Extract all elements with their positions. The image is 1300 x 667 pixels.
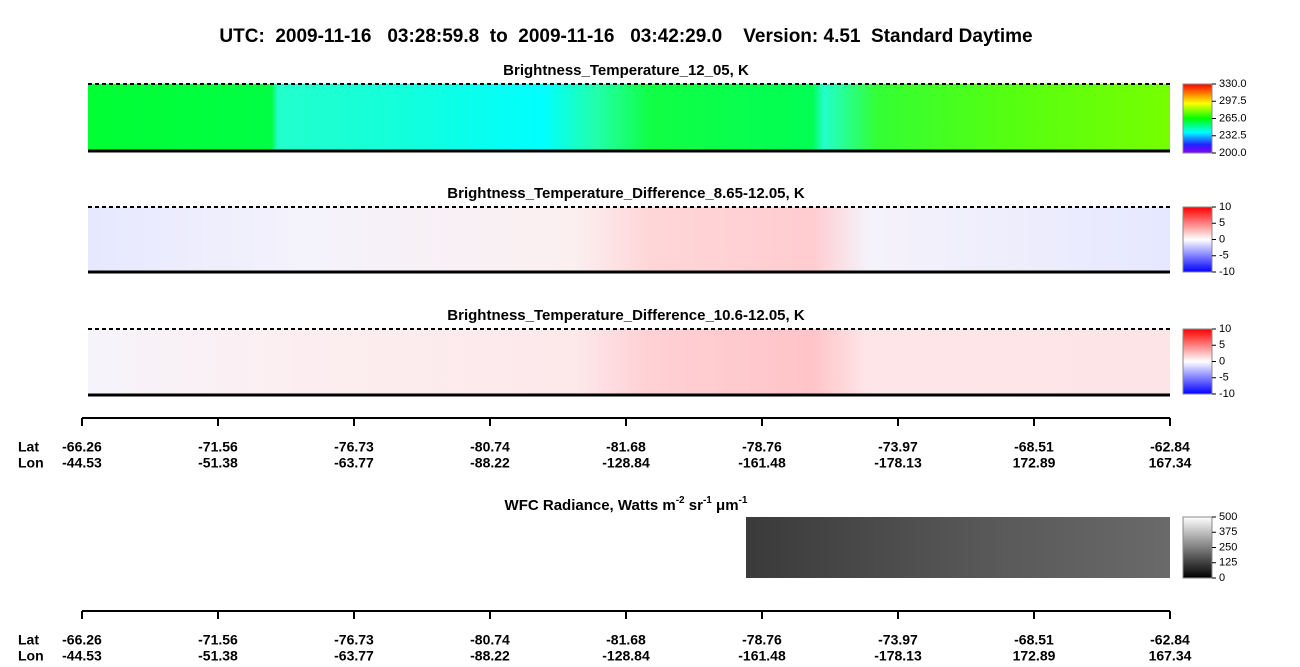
lon-tick-label: 167.34 — [1149, 648, 1192, 664]
colorbar-tick-label: 125 — [1219, 557, 1237, 569]
lon-tick-label: -51.38 — [198, 455, 238, 471]
colorbar-tick-label: 375 — [1219, 526, 1237, 538]
lat-tick-label: -80.74 — [470, 439, 510, 455]
lon-tick-label: -161.48 — [738, 455, 786, 471]
lat-tick-label: -76.73 — [334, 439, 374, 455]
lat-tick-label: -80.74 — [470, 632, 510, 648]
panel-title: Brightness_Temperature_Difference_10.6-1… — [447, 307, 805, 324]
lat-tick-label: -66.26 — [62, 632, 102, 648]
superscript: -1 — [703, 495, 712, 506]
colorbar-tick-label: -5 — [1219, 372, 1229, 384]
lat-tick-label: -81.68 — [606, 632, 646, 648]
colorbar — [1182, 328, 1213, 395]
lon-tick-label: -178.13 — [874, 648, 922, 664]
lon-tick-label: -88.22 — [470, 455, 510, 471]
lon-tick-label: -88.22 — [470, 648, 510, 664]
lat-tick-label: -78.76 — [742, 439, 782, 455]
colorbar-tick-label: 200.0 — [1219, 147, 1247, 159]
lat-tick-label: -68.51 — [1014, 439, 1054, 455]
lat-tick-label: -62.84 — [1150, 632, 1190, 648]
lat-tick-label: -62.84 — [1150, 439, 1190, 455]
lon-tick-label: -63.77 — [334, 648, 374, 664]
colorbar-tick-label: 250 — [1219, 541, 1237, 553]
colorbar-tick-label: 10 — [1219, 201, 1231, 213]
lat-tick-label: -76.73 — [334, 632, 374, 648]
lat-label: Lat — [18, 632, 39, 648]
panel-title: WFC Radiance, Watts m-2 sr-1 μm-1 — [505, 495, 748, 514]
colorbar-tick-label: -10 — [1219, 388, 1235, 400]
colorbar — [1182, 206, 1213, 273]
superscript: -1 — [739, 495, 748, 506]
image-bt12 — [88, 84, 1170, 151]
lat-tick-label: -81.68 — [606, 439, 646, 455]
panel-title: Brightness_Temperature_12_05, K — [503, 62, 749, 79]
colorbar-tick-label: 5 — [1219, 217, 1225, 229]
title-text: WFC Radiance, Watts m — [505, 497, 676, 514]
lon-tick-label: 167.34 — [1149, 455, 1192, 471]
panel-borders — [88, 83, 1170, 397]
panel-title: Brightness_Temperature_Difference_8.65-1… — [447, 185, 805, 202]
lon-tick-label: -51.38 — [198, 648, 238, 664]
title-text: μm — [712, 497, 739, 514]
lat-tick-label: -71.56 — [198, 439, 238, 455]
colorbar-tick-label: 330.0 — [1219, 78, 1247, 90]
colorbar-tick-label: 0 — [1219, 355, 1225, 367]
colorbar-tick-label: 500 — [1219, 511, 1237, 523]
colorbar — [1182, 516, 1213, 579]
main-title: UTC: 2009-11-16 03:28:59.8 to 2009-11-16… — [219, 26, 1032, 47]
colorbar-tick-label: 232.5 — [1219, 130, 1247, 142]
lon-label: Lon — [18, 455, 44, 471]
lon-tick-label: 172.89 — [1013, 648, 1056, 664]
lon-tick-label: -161.48 — [738, 648, 786, 664]
lon-tick-label: -44.53 — [62, 455, 102, 471]
lat-tick-label: -78.76 — [742, 632, 782, 648]
lat-tick-label: -68.51 — [1014, 632, 1054, 648]
lon-tick-label: -44.53 — [62, 648, 102, 664]
colorbar-tick-label: 297.5 — [1219, 95, 1247, 107]
image-wfc — [746, 517, 1170, 578]
colorbar-tick-label: 0 — [1219, 233, 1225, 245]
colorbar-tick-label: -5 — [1219, 250, 1229, 262]
colorbar-tick-label: 265.0 — [1219, 112, 1247, 124]
lon-tick-label: -128.84 — [602, 455, 650, 471]
lat-label: Lat — [18, 439, 39, 455]
colorbar-tick-label: 0 — [1219, 572, 1225, 584]
lat-tick-label: -73.97 — [878, 632, 918, 648]
lat-tick-label: -73.97 — [878, 439, 918, 455]
lon-tick-label: -178.13 — [874, 455, 922, 471]
image-btd865 — [88, 207, 1170, 272]
superscript: -2 — [676, 495, 685, 506]
title-text: sr — [685, 497, 704, 514]
lon-tick-label: 172.89 — [1013, 455, 1056, 471]
lat-tick-label: -66.26 — [62, 439, 102, 455]
image-btd106 — [88, 329, 1170, 395]
colorbar-tick-label: 5 — [1219, 339, 1225, 351]
lat-tick-label: -71.56 — [198, 632, 238, 648]
colorbar — [1182, 83, 1213, 154]
lon-label: Lon — [18, 648, 44, 664]
colorbar-tick-label: 10 — [1219, 323, 1231, 335]
colorbar-tick-label: -10 — [1219, 266, 1235, 278]
lon-tick-label: -128.84 — [602, 648, 650, 664]
lon-tick-label: -63.77 — [334, 455, 374, 471]
